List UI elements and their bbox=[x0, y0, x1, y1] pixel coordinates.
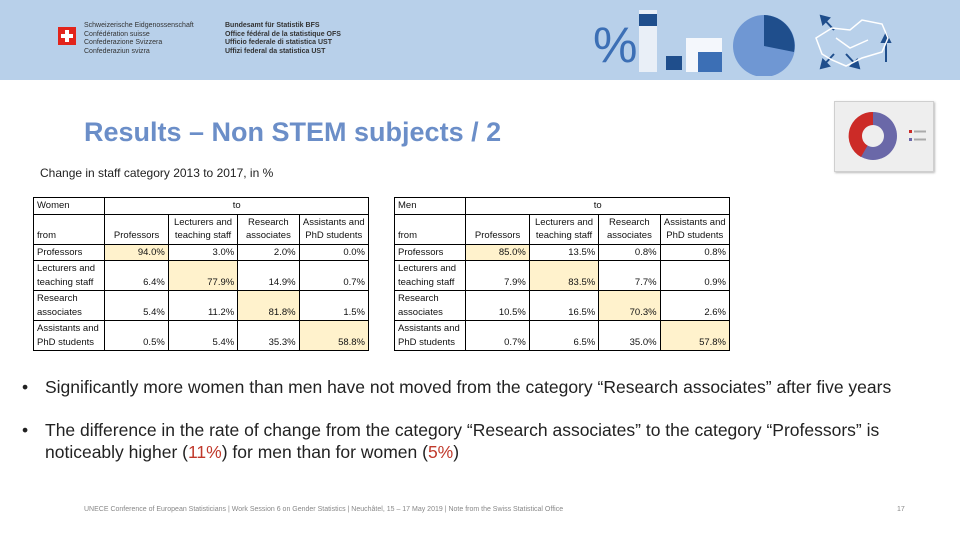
table-cell: 70.3% bbox=[598, 290, 661, 321]
office-names: Bundesamt für Statistik BFS Office fédér… bbox=[225, 22, 341, 57]
slide-title: Results – Non STEM subjects / 2 bbox=[84, 117, 502, 147]
table-cell: 5.4% bbox=[167, 320, 239, 351]
table-row: Assistants and PhD students 0.5% 5.4% 35… bbox=[32, 320, 370, 351]
table-cell: 58.8% bbox=[298, 320, 370, 351]
pie-icon bbox=[733, 15, 795, 76]
confederation-line: Schweizerische Eidgenossenschaft bbox=[84, 22, 194, 29]
swiss-map-icon bbox=[815, 19, 889, 67]
table-row: Lecturers and teaching staff 7.9% 83.5% … bbox=[393, 260, 731, 291]
row-label: Lecturers and teaching staff bbox=[393, 260, 467, 291]
table-row: Professors 85.0% 13.5% 0.8% 0.8% bbox=[393, 243, 731, 261]
finding-text-post: ) bbox=[453, 442, 460, 462]
row-label: Professors bbox=[32, 243, 106, 261]
office-line: Office fédéral de la statistique OFS bbox=[225, 30, 341, 38]
table-cell: 85.0% bbox=[465, 243, 530, 261]
table-cell: 83.5% bbox=[528, 260, 600, 291]
table-cell: 57.8% bbox=[659, 320, 731, 351]
table-cell: 94.0% bbox=[104, 243, 169, 261]
table-cell: 3.0% bbox=[167, 243, 239, 261]
col-header: Assistants and PhD students bbox=[659, 213, 731, 245]
office-line: Uffizi federal da statistica UST bbox=[225, 48, 326, 56]
finding-item: The difference in the rate of change fro… bbox=[22, 419, 942, 463]
table-cell: 0.8% bbox=[598, 243, 661, 261]
row-label: Assistants and PhD students bbox=[32, 320, 106, 351]
table-cell: 35.3% bbox=[237, 320, 300, 351]
row-label: Research associates bbox=[32, 290, 106, 321]
col-header: Research associates bbox=[598, 213, 661, 245]
table-cell: 5.4% bbox=[104, 290, 169, 321]
table-row: Professors 94.0% 3.0% 2.0% 0.0% bbox=[32, 243, 370, 261]
table-to-label: to bbox=[465, 197, 730, 215]
table-row: Research associates 10.5% 16.5% 70.3% 2.… bbox=[393, 290, 731, 321]
col-header: Lecturers and teaching staff bbox=[167, 213, 239, 245]
women-rate-value: 5% bbox=[427, 442, 454, 462]
col-header: Research associates bbox=[237, 213, 300, 245]
page-number: 17 bbox=[897, 506, 905, 513]
table-cell: 2.6% bbox=[659, 290, 731, 321]
col-header: Assistants and PhD students bbox=[298, 213, 370, 245]
table-cell: 0.7% bbox=[465, 320, 530, 351]
confederation-line: Confédération suisse bbox=[84, 30, 150, 38]
table-cell: 2.0% bbox=[237, 243, 300, 261]
table-cell: 16.5% bbox=[528, 290, 600, 321]
table-from-label: from bbox=[393, 213, 467, 245]
col-header: Lecturers and teaching staff bbox=[528, 213, 600, 245]
table-to-label: to bbox=[104, 197, 369, 215]
table-cell: 13.5% bbox=[528, 243, 600, 261]
table-cell: 81.8% bbox=[237, 290, 300, 321]
header-banner: Schweizerische Eidgenossenschaft Confédé… bbox=[0, 0, 960, 80]
office-line: Ufficio federale di statistica UST bbox=[225, 39, 332, 47]
bar-blocks-icon bbox=[639, 10, 722, 72]
percent-icon: % bbox=[593, 17, 638, 73]
table-cell: 0.8% bbox=[659, 243, 731, 261]
table-row: Assistants and PhD students 0.7% 6.5% 35… bbox=[393, 320, 731, 351]
confederation-names: Schweizerische Eidgenossenschaft Confédé… bbox=[84, 22, 194, 57]
row-label: Lecturers and teaching staff bbox=[32, 260, 106, 291]
table-from-label: from bbox=[32, 213, 106, 245]
table-cell: 14.9% bbox=[237, 260, 300, 291]
women-transition-table: Women to from Professors Lecturers and t… bbox=[32, 197, 370, 351]
office-line: Bundesamt für Statistik BFS bbox=[225, 22, 320, 29]
row-label: Assistants and PhD students bbox=[393, 320, 467, 351]
finding-text: Significantly more women than men have n… bbox=[45, 377, 892, 397]
table-cell: 0.0% bbox=[298, 243, 370, 261]
row-label: Research associates bbox=[393, 290, 467, 321]
table-cell: 0.9% bbox=[659, 260, 731, 291]
confederation-line: Confederazione Svizzera bbox=[84, 39, 163, 47]
col-header: Professors bbox=[104, 213, 169, 245]
finding-item: Significantly more women than men have n… bbox=[22, 376, 942, 398]
confederation-line: Confederaziun svizra bbox=[84, 48, 150, 56]
table-cell: 6.5% bbox=[528, 320, 600, 351]
finding-text-mid: ) for men than for women ( bbox=[221, 442, 428, 462]
swiss-flag-icon bbox=[58, 27, 76, 45]
donut-chart-icon bbox=[848, 111, 926, 160]
table-cell: 6.4% bbox=[104, 260, 169, 291]
col-header: Professors bbox=[465, 213, 530, 245]
table-cell: 0.7% bbox=[298, 260, 370, 291]
table-cell: 7.7% bbox=[598, 260, 661, 291]
table-cell: 1.5% bbox=[298, 290, 370, 321]
table-cell: 77.9% bbox=[167, 260, 239, 291]
table-cell: 11.2% bbox=[167, 290, 239, 321]
table-cell: 7.9% bbox=[465, 260, 530, 291]
donut-chart-thumbnail bbox=[834, 101, 934, 172]
table-row: Lecturers and teaching staff 6.4% 77.9% … bbox=[32, 260, 370, 291]
header-graphics bbox=[639, 10, 892, 76]
findings-list: Significantly more women than men have n… bbox=[22, 376, 942, 463]
slide-subtitle: Change in staff category 2013 to 2017, i… bbox=[40, 166, 274, 180]
table-group-label: Men bbox=[393, 197, 467, 215]
table-cell: 0.5% bbox=[104, 320, 169, 351]
slide-footer: UNECE Conference of European Statisticia… bbox=[84, 506, 564, 513]
finding-text-pre: The difference in the rate of change fro… bbox=[45, 420, 880, 462]
men-rate-value: 11% bbox=[188, 442, 222, 462]
table-cell: 35.0% bbox=[598, 320, 661, 351]
table-row: Research associates 5.4% 11.2% 81.8% 1.5… bbox=[32, 290, 370, 321]
table-cell: 10.5% bbox=[465, 290, 530, 321]
table-group-label: Women bbox=[32, 197, 106, 215]
row-label: Professors bbox=[393, 243, 467, 261]
men-transition-table: Men to from Professors Lecturers and tea… bbox=[393, 197, 731, 351]
